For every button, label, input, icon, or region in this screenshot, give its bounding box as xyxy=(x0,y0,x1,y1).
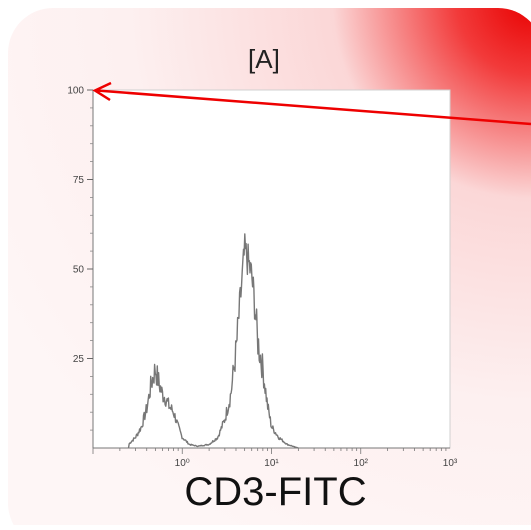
x-tick-label: 10¹ xyxy=(264,458,279,469)
y-tick-label: 50 xyxy=(73,265,85,276)
arrow-shaft xyxy=(96,89,531,126)
x-tick-label: 10² xyxy=(354,458,369,469)
y-tick-label: 25 xyxy=(73,354,85,365)
x-axis-title: CD3-FITC xyxy=(184,470,367,514)
y-tick-label: 100 xyxy=(67,86,84,97)
x-tick-label: 10⁰ xyxy=(175,458,190,469)
plot-area xyxy=(92,89,451,449)
x-tick-label: 10³ xyxy=(443,458,458,469)
histogram-series-line xyxy=(127,233,299,449)
annotation-arrow xyxy=(92,81,531,126)
arrow-head xyxy=(92,81,112,102)
y-tick-label: 75 xyxy=(73,175,85,186)
